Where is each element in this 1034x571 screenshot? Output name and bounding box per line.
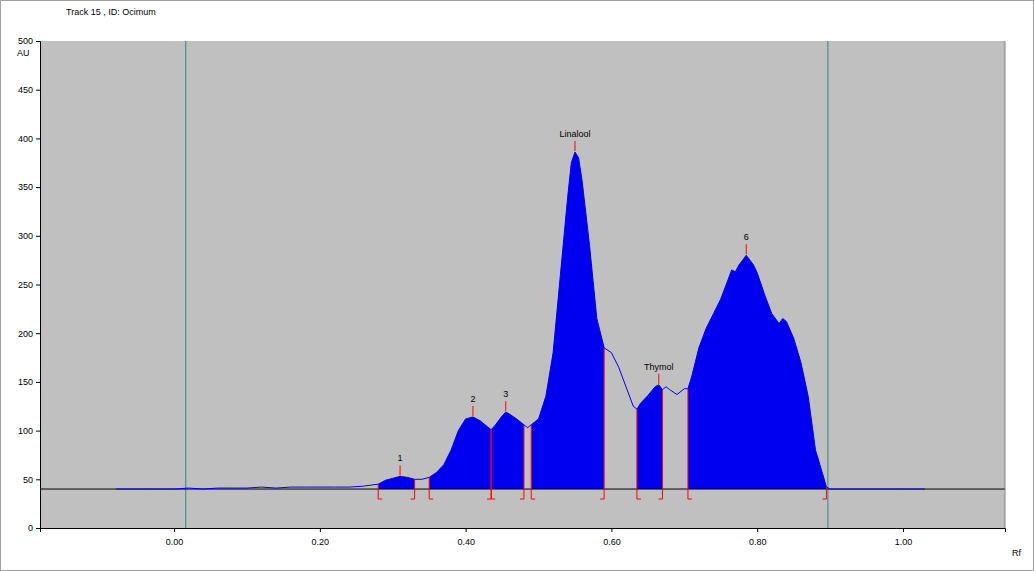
- y-tick: 500: [18, 36, 40, 46]
- x-tick: 0.00: [166, 528, 184, 547]
- peak-start-marker: [531, 425, 535, 499]
- peak-apex-marker: [472, 406, 473, 416]
- x-tick: 0.40: [457, 528, 475, 547]
- peak-label: 1: [398, 453, 403, 463]
- y-tick-mark: [36, 528, 40, 529]
- peak-area: [637, 385, 663, 489]
- y-tick: 350: [18, 182, 40, 192]
- y-tick-mark: [36, 382, 40, 383]
- y-tick-label: 400: [18, 134, 33, 144]
- x-tick-label: 0.60: [603, 537, 621, 547]
- y-tick-mark: [36, 236, 40, 237]
- y-tick-label: 350: [18, 182, 33, 192]
- x-tick-mark: [611, 528, 612, 532]
- y-tick: 200: [18, 329, 40, 339]
- plot-background: [40, 41, 1005, 528]
- trace-line: [116, 152, 925, 489]
- y-axis-label: AU: [17, 48, 30, 58]
- y-tick-label: 300: [18, 231, 33, 241]
- peak-end-marker: [411, 479, 415, 499]
- y-tick: 100: [18, 426, 40, 436]
- y-tick-label: 100: [18, 426, 33, 436]
- y-axis-line: [36, 42, 41, 529]
- peak-apex-marker: [505, 401, 506, 411]
- page-frame: [1, 1, 1034, 571]
- peak-end-marker: [600, 348, 604, 499]
- y-tick-label: 250: [18, 280, 33, 290]
- x-axis-label: Rf: [1012, 548, 1021, 558]
- x-tick-mark: [466, 528, 467, 532]
- peak-end-marker: [822, 487, 826, 499]
- peak-apex-marker: [574, 141, 575, 151]
- x-tick-mark: [320, 528, 321, 532]
- plot: 1 2 3 Linalool Thymol 6 0 50 100 150 200 250 300 350 4…: [18, 36, 1006, 547]
- peak-start-marker: [429, 477, 433, 499]
- peak-end-marker: [487, 430, 491, 499]
- peak-apex-marker: [658, 374, 659, 384]
- y-tick-label: 150: [18, 377, 33, 387]
- peak-label: 2: [470, 394, 475, 404]
- y-tick-label: 50: [23, 475, 33, 485]
- y-tick-mark: [36, 41, 40, 42]
- y-tick-mark: [36, 138, 40, 139]
- y-tick: 300: [18, 231, 40, 241]
- y-tick-mark: [36, 333, 40, 334]
- y-tick-label: 450: [18, 85, 33, 95]
- peak-end-marker: [658, 390, 662, 499]
- x-tick-mark: [174, 528, 175, 532]
- y-tick-mark: [36, 431, 40, 432]
- x-axis-line: [41, 529, 1006, 533]
- peak-start-marker: [688, 389, 692, 499]
- chart: Track 15 , ID: Ocimum AU Rf 1 2 3 Linalool Thym…: [0, 0, 1034, 571]
- peak-apex-marker: [746, 244, 747, 254]
- front-line: [185, 41, 186, 528]
- peak-label: Linalool: [559, 129, 590, 139]
- peak-end-marker: [520, 425, 524, 499]
- y-tick-label: 200: [18, 329, 33, 339]
- x-tick-label: 0.00: [166, 537, 184, 547]
- x-tick-label: 1.00: [895, 537, 913, 547]
- peak-start-marker: [491, 430, 495, 499]
- peak-start-marker: [378, 484, 382, 499]
- marks: [40, 41, 1005, 528]
- peak-apex-marker: [400, 465, 401, 475]
- peak-area: [531, 152, 604, 489]
- y-tick: 150: [18, 377, 40, 387]
- peak-area: [688, 255, 826, 489]
- peak-label: Thymol: [644, 362, 674, 372]
- peak-label: 6: [744, 232, 749, 242]
- x-tick-mark: [903, 528, 904, 532]
- peak-start-marker: [637, 409, 641, 499]
- title: Track 15 , ID: Ocimum: [66, 7, 156, 17]
- x-axis: 0.00 0.20 0.40 0.60 0.80 1.00: [41, 528, 1006, 547]
- y-axis: 0 50 100 150 200 250 300 350 400 450 500: [18, 36, 41, 533]
- y-tick: 450: [18, 85, 40, 95]
- y-tick-mark: [36, 479, 40, 480]
- y-tick-label: 0: [28, 523, 33, 533]
- y-tick: 400: [18, 134, 40, 144]
- peak-labels: 1 2 3 Linalool Thymol 6: [398, 129, 749, 463]
- y-tick: 0: [28, 523, 40, 533]
- y-tick-mark: [36, 187, 40, 188]
- x-tick: 0.80: [749, 528, 767, 547]
- front-line: [827, 41, 828, 528]
- x-tick: 1.00: [895, 528, 913, 547]
- y-tick-mark: [36, 90, 40, 91]
- y-tick: 250: [18, 280, 40, 290]
- x-tick-label: 0.80: [749, 537, 767, 547]
- plot-frame-right: [1005, 41, 1006, 528]
- x-tick-label: 0.40: [457, 537, 475, 547]
- x-tick: 0.60: [603, 528, 621, 547]
- x-tick-mark: [757, 528, 758, 532]
- y-tick-label: 500: [18, 36, 33, 46]
- peak-label: 3: [503, 389, 508, 399]
- y-tick: 50: [23, 475, 40, 485]
- y-tick-mark: [36, 285, 40, 286]
- x-tick-label: 0.20: [312, 537, 330, 547]
- x-tick: 0.20: [312, 528, 330, 547]
